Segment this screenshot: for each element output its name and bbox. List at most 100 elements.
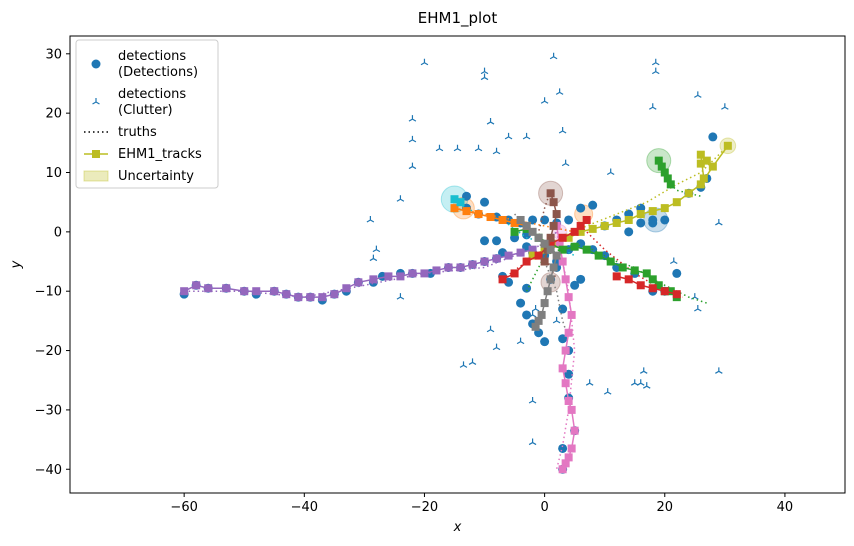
x-tick-label: −60 bbox=[170, 500, 197, 515]
track-marker bbox=[522, 221, 531, 230]
track-marker bbox=[534, 233, 543, 242]
track-marker bbox=[612, 272, 621, 281]
clutter-point bbox=[486, 118, 495, 125]
clutter-point bbox=[648, 103, 657, 110]
y-tick-label: 20 bbox=[45, 107, 62, 122]
track-marker bbox=[576, 221, 585, 230]
track-marker bbox=[552, 251, 561, 260]
detection-point bbox=[480, 236, 490, 246]
clutter-point bbox=[528, 397, 537, 404]
track-marker bbox=[663, 174, 672, 183]
clutter-point bbox=[453, 144, 462, 152]
clutter-point bbox=[531, 305, 540, 312]
legend-uncertainty-icon bbox=[83, 170, 109, 182]
track-marker bbox=[546, 245, 555, 254]
legend-clutter-icon bbox=[92, 98, 100, 105]
track-marker bbox=[648, 284, 657, 293]
detection-point bbox=[660, 215, 670, 225]
clutter-point bbox=[372, 245, 381, 253]
track-marker bbox=[510, 218, 519, 227]
track-marker bbox=[534, 251, 543, 260]
clutter-point bbox=[721, 103, 729, 110]
x-tick-label: −40 bbox=[291, 500, 318, 515]
truth-line bbox=[525, 242, 708, 304]
track-marker bbox=[369, 275, 378, 284]
track-marker bbox=[624, 275, 633, 284]
track-marker bbox=[510, 227, 519, 236]
track-marker bbox=[468, 260, 477, 269]
track-marker bbox=[696, 150, 705, 159]
track-marker bbox=[486, 213, 495, 222]
clutter-point bbox=[492, 147, 501, 155]
legend-label: (Detections) bbox=[118, 65, 198, 80]
track-marker bbox=[606, 257, 615, 266]
track-marker bbox=[546, 189, 555, 198]
track-marker bbox=[444, 263, 453, 272]
clutter-point bbox=[528, 438, 537, 446]
track-marker bbox=[558, 245, 567, 254]
track-marker bbox=[252, 287, 261, 296]
detection-point bbox=[492, 236, 502, 246]
track-marker bbox=[498, 215, 507, 224]
detection-point bbox=[480, 197, 490, 207]
clutter-point bbox=[459, 361, 468, 368]
track-marker bbox=[549, 198, 558, 207]
track-marker bbox=[594, 251, 603, 260]
x-tick-label: 0 bbox=[540, 500, 548, 515]
track-marker bbox=[354, 278, 363, 287]
clutter-point bbox=[474, 144, 483, 152]
track-marker bbox=[549, 221, 558, 230]
track-marker bbox=[204, 284, 213, 293]
track-marker bbox=[480, 257, 489, 266]
track-marker bbox=[240, 287, 249, 296]
legend-detection-icon bbox=[91, 59, 101, 69]
detection-point bbox=[588, 200, 598, 210]
track-marker bbox=[282, 290, 291, 299]
clutter-point bbox=[555, 88, 564, 95]
track-marker bbox=[567, 405, 576, 414]
track-marker bbox=[636, 281, 645, 290]
clutter-point bbox=[603, 388, 612, 395]
track-marker bbox=[570, 227, 579, 236]
clutter-point bbox=[408, 115, 417, 122]
clutter-point bbox=[691, 293, 699, 300]
track-marker bbox=[528, 227, 537, 236]
detection-point bbox=[672, 268, 682, 278]
clutter-point bbox=[606, 168, 615, 176]
track-marker bbox=[540, 239, 549, 248]
detection-point bbox=[576, 274, 586, 284]
track-marker bbox=[552, 210, 561, 219]
y-tick-label: 10 bbox=[45, 166, 62, 181]
detection-point bbox=[540, 215, 550, 225]
track-marker bbox=[612, 218, 621, 227]
track-marker bbox=[543, 287, 552, 296]
track-marker bbox=[708, 162, 717, 171]
track-marker bbox=[636, 210, 645, 219]
detection-point bbox=[522, 283, 532, 293]
track-marker bbox=[450, 195, 459, 204]
track-marker bbox=[570, 242, 579, 251]
detection-point bbox=[708, 132, 718, 142]
detection-point bbox=[558, 304, 568, 314]
track-marker bbox=[330, 290, 339, 299]
track-marker bbox=[558, 364, 567, 373]
clutter-point bbox=[366, 215, 375, 223]
track-marker bbox=[318, 293, 327, 302]
track-marker bbox=[558, 257, 567, 266]
clutter-point bbox=[630, 379, 639, 386]
track-marker bbox=[456, 263, 465, 272]
track-marker bbox=[531, 322, 540, 331]
detection-point bbox=[522, 310, 532, 320]
track-marker bbox=[654, 156, 663, 165]
plot-area bbox=[179, 52, 737, 474]
clutter-point bbox=[540, 97, 549, 104]
legend-track-marker bbox=[92, 150, 100, 158]
clutter-point bbox=[396, 195, 405, 202]
track-marker bbox=[528, 251, 537, 260]
y-tick-label: 30 bbox=[45, 47, 62, 62]
track-marker bbox=[654, 281, 663, 290]
clutter-point bbox=[651, 58, 660, 66]
detection-point bbox=[564, 215, 574, 225]
track-marker bbox=[342, 284, 351, 293]
track-marker bbox=[561, 346, 570, 355]
